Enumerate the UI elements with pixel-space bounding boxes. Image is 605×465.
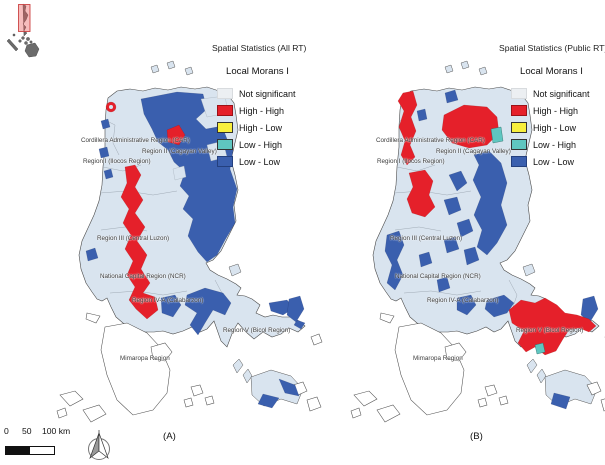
region-label-r2-a: Region II (Cagayan Valley): [142, 148, 217, 155]
legend-item-high-high: High - High: [511, 102, 578, 119]
clusters-high-high-a: [105, 101, 186, 320]
legend-item-low-low: Low - Low: [217, 153, 280, 170]
not-significant-swatch: [511, 88, 527, 99]
region-label-ncr-b: National Capital Region (NCR): [395, 273, 481, 280]
region-label-r3-a: Region III (Central Luzon): [97, 235, 170, 242]
region-label-r2-b: Region II (Cagayan Valley): [436, 148, 511, 155]
legend-item-high-low: High - Low: [217, 119, 282, 136]
panel-a-title: Spatial Statistics (All RT): [212, 43, 307, 53]
panel-b-title: Spatial Statistics (Public RT): [499, 43, 605, 53]
region-label-mimaropa-b: Mimaropa Region: [413, 355, 463, 362]
clusters-low-high-b: [490, 126, 546, 355]
region-label-r4a-b: Region IV-A (Calabarzon): [427, 297, 499, 304]
region-label-r1-b: Region I (Ilocos Region): [377, 158, 445, 165]
low-low-swatch: [217, 156, 233, 167]
legend-title: Local Morans I: [520, 66, 583, 77]
legend-panel-a: Local Morans I Not significant High - Hi…: [217, 66, 337, 176]
legend-item-high-high: High - High: [217, 102, 284, 119]
legend-item-low-low: Low - Low: [511, 153, 574, 170]
map-panel-b: [350, 60, 605, 423]
low-high-swatch: [217, 139, 233, 150]
region-label-ncr-a: National Capital Region (NCR): [100, 273, 186, 280]
panel-a-caption: (A): [163, 431, 176, 442]
scale-tick-100km: 100 km: [42, 426, 71, 436]
scale-tick-50: 50: [22, 426, 32, 436]
region-label-r1-a: Region I (Ilocos Region): [83, 158, 151, 165]
clusters-high-high-b: [397, 90, 597, 356]
map-panel-a: [56, 60, 323, 423]
legend-item-low-high: Low - High: [217, 136, 282, 153]
not-significant-enclave-a: [109, 105, 113, 109]
locator-inset-map: [6, 3, 40, 58]
high-low-swatch: [217, 122, 233, 133]
study-area-highlight: [18, 4, 31, 32]
region-label-car-a: Cordillera Administrative Region (CAR): [81, 137, 190, 144]
high-high-swatch: [511, 105, 527, 116]
high-high-swatch: [217, 105, 233, 116]
region-label-r4a-a: Region IV-A (Calabarzon): [132, 297, 204, 304]
legend-item-not-significant: Not significant: [217, 85, 296, 102]
scale-bar: [5, 446, 55, 455]
panel-b-caption: (B): [470, 431, 483, 442]
region-label-mimaropa-a: Mimaropa Region: [120, 355, 170, 362]
region-label-r5-a: Region V (Bicol Region): [223, 327, 291, 334]
legend-item-high-low: High - Low: [511, 119, 576, 136]
low-low-swatch: [511, 156, 527, 167]
scale-tick-0: 0: [4, 426, 9, 436]
region-label-r5-b: Region V (Bicol Region): [516, 327, 584, 334]
legend-panel-b: Local Morans I Not significant High - Hi…: [511, 66, 605, 176]
scale-bar-empty-segment: [30, 447, 54, 454]
clusters-low-low-a: [85, 91, 306, 409]
region-label-car-b: Cordillera Administrative Region (CAR): [376, 137, 485, 144]
north-arrow-icon: [88, 430, 110, 460]
legend-item-low-high: Low - High: [511, 136, 576, 153]
low-high-swatch: [511, 139, 527, 150]
not-significant-swatch: [217, 88, 233, 99]
legend-title: Local Morans I: [226, 66, 289, 77]
high-low-swatch: [511, 122, 527, 133]
region-label-r3-b: Region III (Central Luzon): [390, 235, 463, 242]
legend-item-not-significant: Not significant: [511, 85, 590, 102]
scale-bar-filled-segment: [6, 447, 30, 454]
